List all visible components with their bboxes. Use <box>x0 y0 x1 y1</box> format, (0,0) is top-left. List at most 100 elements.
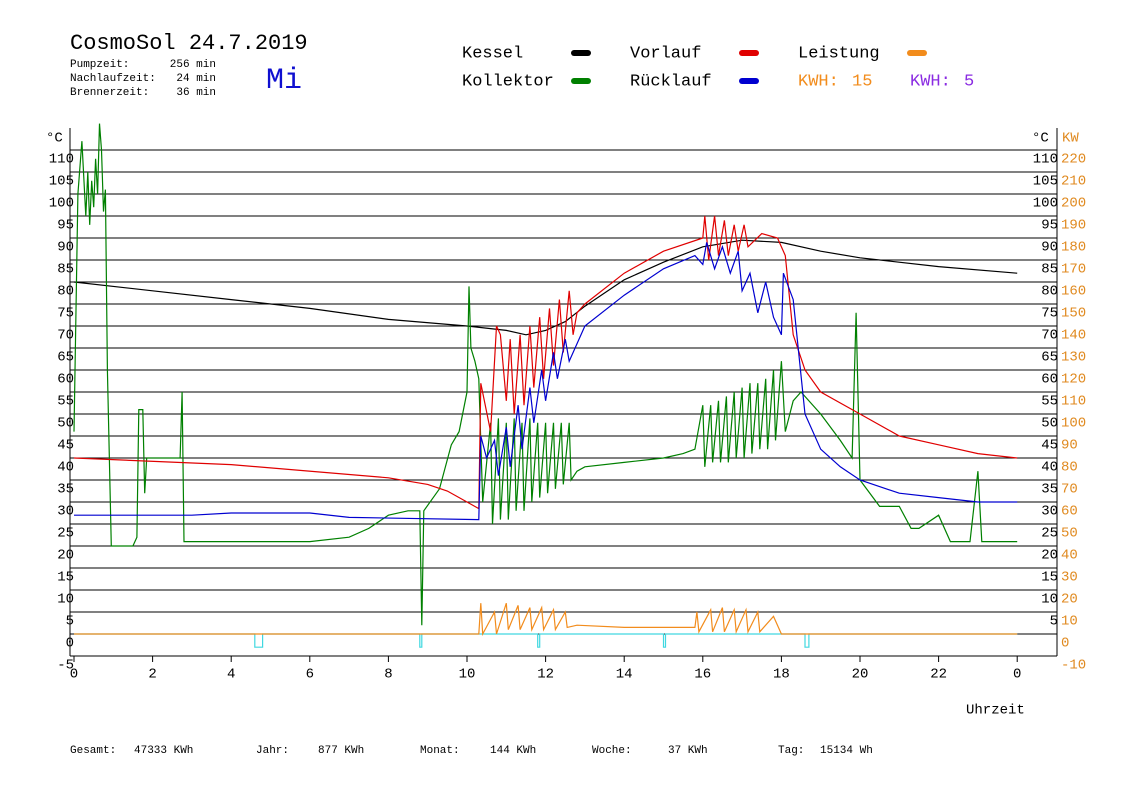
y2-tick-label: 30 <box>1061 570 1078 586</box>
x-tick-label: 14 <box>616 667 633 683</box>
x-tick-label: 0 <box>70 667 78 683</box>
total-value: 15134 Wh <box>820 745 873 757</box>
x-tick-label: 12 <box>537 667 554 683</box>
series-line <box>73 215 1018 510</box>
y2-tick-label: -10 <box>1061 658 1086 674</box>
weekday: Mi <box>266 64 302 98</box>
y2-tick-label: 170 <box>1061 262 1086 278</box>
y-tick-label-right: 35 <box>1041 482 1058 498</box>
x-tick-label: 22 <box>930 667 947 683</box>
legend-label: Kessel <box>462 44 523 63</box>
y-tick-label: 90 <box>57 240 74 256</box>
y2-tick-label: 80 <box>1061 460 1078 476</box>
x-tick-label: 4 <box>227 667 235 683</box>
y-axis-label-right: °C <box>1032 131 1049 147</box>
info-label: Pumpzeit: <box>70 59 129 71</box>
y2-tick-label: 120 <box>1061 372 1086 388</box>
total-value: 37 KWh <box>668 745 708 757</box>
x-tick-label: 6 <box>306 667 314 683</box>
x-tick-label: 10 <box>459 667 476 683</box>
y-tick-label-right: 75 <box>1041 306 1058 322</box>
y2-tick-label: 190 <box>1061 218 1086 234</box>
y2-tick-label: 70 <box>1061 482 1078 498</box>
y2-tick-label: 90 <box>1061 438 1078 454</box>
y-tick-label: 110 <box>49 152 74 168</box>
x-tick-label: 16 <box>694 667 711 683</box>
y-tick-label: 5 <box>66 614 74 630</box>
y-tick-label-right: 105 <box>1033 174 1058 190</box>
y-tick-label: 75 <box>57 306 74 322</box>
x-tick-label: 8 <box>384 667 392 683</box>
y-tick-label: 105 <box>49 174 74 190</box>
y-tick-label: 65 <box>57 350 74 366</box>
info-value: 24 min <box>176 73 216 85</box>
y-tick-label: 25 <box>57 526 74 542</box>
total-label: Jahr: <box>256 745 289 757</box>
y2-tick-label: 10 <box>1061 614 1078 630</box>
total-label: Woche: <box>592 745 632 757</box>
y-tick-label: -5 <box>57 658 74 674</box>
y-axis-label: °C <box>46 131 63 147</box>
y-tick-label-right: 10 <box>1041 592 1058 608</box>
y-tick-label-right: 85 <box>1041 262 1058 278</box>
info-label: Brennerzeit: <box>70 87 149 99</box>
kwh-value: 5 <box>964 72 974 91</box>
y-tick-label: 60 <box>57 372 74 388</box>
y2-tick-label: 100 <box>1061 416 1086 432</box>
y2-tick-label: 130 <box>1061 350 1086 366</box>
total-label: Gesamt: <box>70 745 116 757</box>
y-tick-label: 70 <box>57 328 74 344</box>
y-tick-label-right: 95 <box>1041 218 1058 234</box>
y-tick-label-right: 60 <box>1041 372 1058 388</box>
y-tick-label: 95 <box>57 218 74 234</box>
y-tick-label: 50 <box>57 416 74 432</box>
y-tick-label: 35 <box>57 482 74 498</box>
legend-label: Kollektor <box>462 72 554 91</box>
x-tick-label: 18 <box>773 667 790 683</box>
series-line <box>73 239 1018 336</box>
y-tick-label: 100 <box>49 196 74 212</box>
total-label: Monat: <box>420 745 460 757</box>
y2-tick-label: 140 <box>1061 328 1086 344</box>
y2-tick-label: 0 <box>1061 636 1069 652</box>
y-tick-label-right: 45 <box>1041 438 1058 454</box>
y-tick-label-right: 70 <box>1041 328 1058 344</box>
x-axis-label: Uhrzeit <box>966 703 1025 719</box>
total-value: 144 KWh <box>490 745 536 757</box>
y-tick-label: 10 <box>57 592 74 608</box>
y-tick-label-right: 55 <box>1041 394 1058 410</box>
y-tick-label-right: 25 <box>1041 526 1058 542</box>
y2-axis-label: KW <box>1062 131 1079 147</box>
y-tick-label: 30 <box>57 504 74 520</box>
y-tick-label: 15 <box>57 570 74 586</box>
kwh-label: KWH: <box>910 72 951 91</box>
total-value: 47333 KWh <box>134 745 193 757</box>
y-tick-label-right: 80 <box>1041 284 1058 300</box>
y-tick-label: 45 <box>57 438 74 454</box>
x-tick-label: 2 <box>148 667 156 683</box>
y-tick-label-right: 110 <box>1033 152 1058 168</box>
series-line <box>73 123 1018 626</box>
y2-tick-label: 160 <box>1061 284 1086 300</box>
y-tick-label-right: 15 <box>1041 570 1058 586</box>
info-label: Nachlaufzeit: <box>70 73 156 85</box>
chart-title: CosmoSol 24.7.2019 <box>70 31 308 56</box>
x-tick-label: 20 <box>852 667 869 683</box>
y2-tick-label: 220 <box>1061 152 1086 168</box>
series-line <box>74 603 1018 637</box>
y-tick-label-right: 50 <box>1041 416 1058 432</box>
total-label: Tag: <box>778 745 804 757</box>
y-tick-label: 85 <box>57 262 74 278</box>
y-tick-label-right: 100 <box>1033 196 1058 212</box>
y2-tick-label: 210 <box>1061 174 1086 190</box>
y2-tick-label: 110 <box>1061 394 1086 410</box>
legend-label: Rücklauf <box>630 72 712 91</box>
y-tick-label-right: 20 <box>1041 548 1058 564</box>
info-value: 256 min <box>170 59 216 71</box>
y-tick-label-right: 65 <box>1041 350 1058 366</box>
y-tick-label: 55 <box>57 394 74 410</box>
series-line <box>74 242 1018 521</box>
y2-tick-label: 200 <box>1061 196 1086 212</box>
y-tick-label: 40 <box>57 460 74 476</box>
y-tick-label: 20 <box>57 548 74 564</box>
